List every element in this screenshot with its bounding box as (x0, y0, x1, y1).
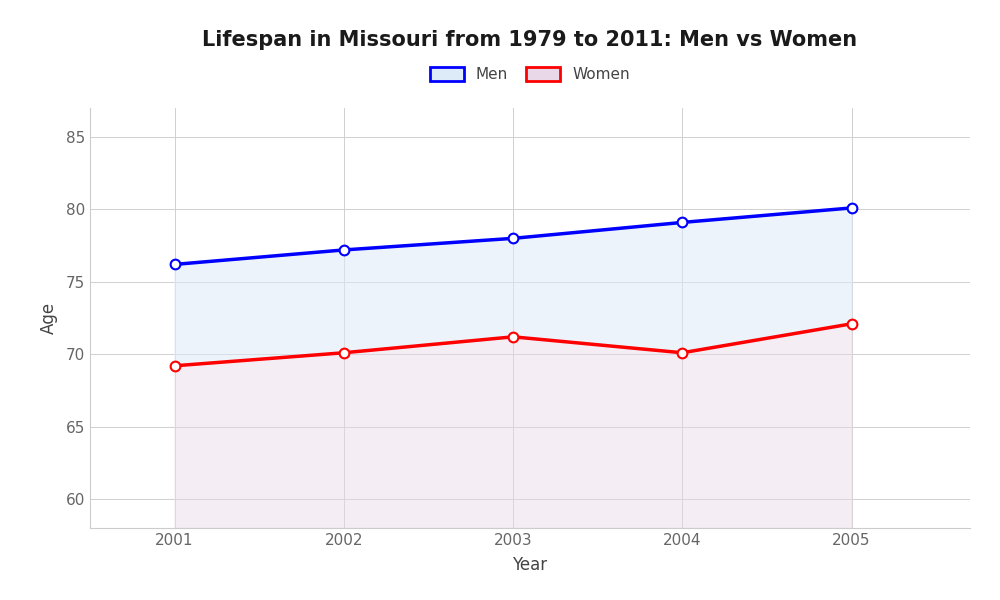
X-axis label: Year: Year (512, 556, 548, 574)
Y-axis label: Age: Age (39, 302, 57, 334)
Title: Lifespan in Missouri from 1979 to 2011: Men vs Women: Lifespan in Missouri from 1979 to 2011: … (202, 29, 858, 49)
Legend: Men, Women: Men, Women (424, 61, 636, 88)
